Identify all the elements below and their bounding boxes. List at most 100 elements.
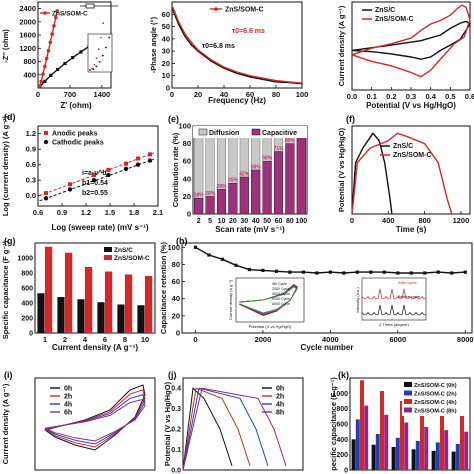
data-point (44, 191, 48, 196)
y-tick-label: 30 (162, 47, 170, 56)
data-point (49, 73, 53, 78)
bar (440, 409, 444, 470)
bar (424, 427, 429, 470)
x-tick-label: 30 (240, 218, 248, 225)
inset-legend-label: 8000 Cycle (272, 302, 290, 306)
y-tick-label: 0.3 (171, 406, 181, 413)
bar-capacitive (251, 169, 261, 215)
data-point (342, 271, 346, 275)
y-tick-label: 0.3 (26, 176, 36, 185)
bar (145, 276, 153, 333)
legend-swatch (404, 399, 412, 404)
legend-label: ZnS/SOM-C (8h) (414, 409, 457, 415)
x-tick-label: 60 (275, 218, 283, 225)
legend-marker (214, 7, 218, 11)
data-label: 28% (216, 184, 227, 190)
x-tick-label: 2 (197, 218, 201, 225)
retention-line (195, 246, 466, 274)
data-point (56, 67, 60, 72)
bar (97, 302, 105, 333)
bar-capacitive (262, 160, 272, 215)
x-tick-label: 0 (350, 216, 354, 225)
x-axis-label: Frequency (Hz) (208, 96, 266, 105)
data-point (63, 61, 67, 66)
inset-point (100, 36, 102, 39)
legend-label: 8h (276, 410, 284, 417)
y-tick-label: 40 (162, 34, 170, 43)
y-tick-label: 40 (172, 294, 180, 303)
y-tick-label: 0 (176, 329, 180, 338)
bar (431, 450, 436, 470)
x-tick-label: 0.9 (57, 208, 67, 217)
bar (37, 293, 45, 333)
xrd-pattern (361, 304, 426, 316)
data-point (193, 245, 198, 249)
x-tick-label: 8000 (457, 335, 474, 344)
bar (65, 252, 73, 333)
x-tick-label: 0.1 (366, 92, 376, 101)
x-tick-label: 0.3 (406, 92, 416, 101)
legend-label: ZnS/C (114, 247, 133, 254)
panel-label: (g) (4, 236, 16, 246)
legend-label: ZnS/SOM-C (225, 7, 264, 14)
bar (455, 443, 460, 470)
bar (435, 442, 440, 470)
data-point (409, 271, 413, 275)
data-point (48, 40, 53, 45)
legend-label: ZnS/SOM-C (393, 152, 432, 159)
inset-legend-label: 0th Cycle (272, 282, 287, 286)
legend-background (193, 126, 307, 138)
bar-capacitive (205, 196, 215, 215)
annotation-text: i=a·v^b (82, 169, 107, 177)
y-tick-label: 200 (21, 316, 33, 323)
gcd-curve (182, 387, 287, 471)
inset-ylabel: Current density (A g⁻¹) (228, 279, 233, 320)
x-tick-label: 0.4 (425, 92, 436, 101)
plot-frame (34, 242, 156, 334)
circuit-diagram (80, 3, 118, 9)
inset-xlabel: Potential (V vs Hg/HgO) (249, 324, 292, 329)
data-point (328, 270, 332, 274)
x-tick-label: 80 (272, 90, 280, 99)
bar-capacitive (273, 151, 284, 215)
y-axis-label: Contribution rate (%) (171, 132, 180, 207)
data-point (315, 271, 319, 275)
panel-label: (k) (338, 370, 349, 380)
y-tick-label: 100 (178, 122, 191, 131)
x-tick-label: 10 (141, 335, 149, 344)
y-tick-label: 0.0 (171, 468, 181, 474)
annotation-text: b2=0.55 (82, 190, 108, 197)
legend-label: 4h (64, 402, 72, 409)
bar-capacitive (228, 182, 238, 215)
legend-swatch (251, 128, 261, 136)
y-tick-label: 0.6 (26, 160, 36, 169)
x-tick-label: 20 (194, 90, 202, 99)
data-point (91, 177, 97, 183)
bar (391, 447, 396, 470)
x-tick-label: 6 (103, 335, 107, 344)
y-tick-label: 800 (336, 406, 348, 413)
bar (45, 246, 53, 333)
y-tick-label: 100 (167, 243, 180, 252)
data-point (147, 158, 153, 163)
y-tick-label: 60 (172, 277, 180, 286)
data-point (37, 84, 42, 89)
legend-label: 2h (276, 394, 284, 401)
data-point (450, 271, 454, 275)
inset-point (89, 69, 91, 71)
panel-h: 0 20 40 60 80 100 0 2000 4000 6000 8000 Cycle numbe… (159, 236, 474, 352)
bar (411, 449, 416, 470)
bar (451, 451, 456, 470)
inset-point (108, 36, 111, 39)
bar (117, 304, 125, 333)
legend-label: ZnS/SOM-C (52, 11, 88, 18)
data-point (92, 173, 96, 178)
bar (77, 299, 85, 333)
plot-frame (349, 377, 471, 471)
cv-loop (44, 389, 146, 448)
y-axis-label: Potential (V vs Hg/HgO) (163, 381, 172, 466)
x-tick-label: 40 (220, 90, 228, 99)
